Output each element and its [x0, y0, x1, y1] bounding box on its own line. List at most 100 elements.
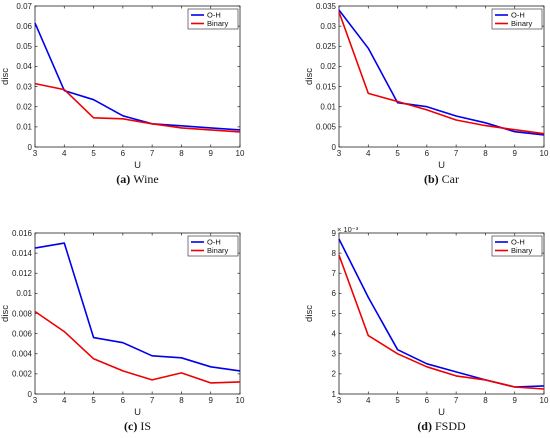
- y-tick-label: 0.03: [16, 82, 32, 91]
- x-tick-label: 7: [150, 396, 155, 405]
- x-tick-label: 9: [512, 149, 517, 158]
- x-tick-label: 7: [454, 149, 459, 158]
- y-tick-label: 0.016: [12, 229, 33, 238]
- caption-label: (b): [424, 172, 442, 186]
- x-tick-label: 9: [512, 396, 517, 405]
- y-tick-label: 0.01: [320, 103, 336, 112]
- caption-text: Car: [442, 172, 459, 186]
- plot-area: [34, 5, 241, 148]
- x-axis-label: U: [438, 160, 445, 171]
- x-axis-label: U: [134, 407, 141, 418]
- y-tick-label: 0.04: [16, 62, 32, 71]
- y-tick-label: 3: [332, 350, 337, 359]
- series-line-binary: [338, 11, 545, 135]
- y-axis-label: disc: [304, 68, 315, 85]
- plot-area: [338, 232, 545, 395]
- x-tick-label: 4: [62, 396, 67, 405]
- x-tick-label: 10: [540, 149, 549, 158]
- series-line-binary: [34, 82, 241, 133]
- caption-text: Wine: [133, 172, 159, 186]
- legend-label: O-H: [511, 11, 525, 20]
- y-tick-label: 0.02: [16, 103, 32, 112]
- y-tick-label: 0.06: [16, 22, 32, 31]
- y-tick-label: 0.006: [12, 329, 33, 338]
- x-tick-label: 8: [179, 149, 184, 158]
- series-line-o-h: [34, 22, 241, 131]
- y-tick-label: 0.002: [12, 370, 33, 379]
- x-tick-label: 3: [33, 396, 38, 405]
- y-tick-label: 7: [332, 269, 337, 278]
- y-tick-label: 0.014: [12, 249, 33, 258]
- x-tick-label: 6: [121, 396, 126, 405]
- series-line-binary: [338, 254, 545, 390]
- x-tick-label: 5: [91, 149, 96, 158]
- x-tick-label: 6: [121, 149, 126, 158]
- y-tick-label: 6: [332, 289, 337, 298]
- y-tick-label: 0.025: [316, 42, 337, 51]
- series-line-o-h: [338, 9, 545, 136]
- caption-label: (d): [417, 419, 435, 433]
- x-tick-label: 3: [337, 149, 342, 158]
- y-axis-label: disc: [0, 305, 11, 322]
- y-tick-label: 0.03: [320, 22, 336, 31]
- legend-label: Binary: [207, 19, 229, 28]
- x-tick-label: 6: [425, 396, 430, 405]
- caption-text: IS: [140, 419, 151, 433]
- y-tick-label: 1: [332, 390, 337, 399]
- y-axis-label: disc: [0, 68, 11, 85]
- x-tick-label: 8: [179, 396, 184, 405]
- legend-label: O-H: [207, 238, 221, 247]
- y-tick-label: 0.01: [16, 123, 32, 132]
- x-tick-label: 9: [208, 396, 213, 405]
- x-axis-label: U: [438, 407, 445, 418]
- y-tick-label: 0.012: [12, 269, 33, 278]
- series-line-o-h: [34, 242, 241, 372]
- legend-label: O-H: [511, 238, 525, 247]
- plot-area: [34, 232, 241, 395]
- chart-panel-1: 3 4 5 6 7 8 9 10 0 0.01 0.02 0.03 0.04 0.05 0.06 0.07 Ud…: [0, 2, 245, 186]
- y-tick-label: 8: [332, 249, 337, 258]
- y-tick-label: 0.05: [16, 42, 32, 51]
- x-tick-label: 6: [425, 149, 430, 158]
- x-tick-label: 3: [33, 149, 38, 158]
- x-tick-label: 7: [150, 149, 155, 158]
- y-tick-label: 0.035: [316, 2, 337, 11]
- x-tick-label: 8: [483, 396, 488, 405]
- x-axis-label: U: [134, 160, 141, 171]
- y-tick-label: 0.004: [12, 350, 33, 359]
- chart-panel-3: 3 4 5 6 7 8 9 10 0 0.002 0.004 0.006 0.008 0.01 0.012 0…: [0, 229, 245, 433]
- x-tick-label: 4: [366, 149, 371, 158]
- x-tick-label: 5: [395, 149, 400, 158]
- x-tick-label: 10: [540, 396, 549, 405]
- series-line-binary: [34, 310, 241, 384]
- x-tick-label: 8: [483, 149, 488, 158]
- y-exponent-label: × 10⁻³: [337, 225, 359, 234]
- x-tick-label: 4: [62, 149, 67, 158]
- x-tick-label: 5: [395, 396, 400, 405]
- y-tick-label: 0.01: [16, 289, 32, 298]
- caption-label: (c): [124, 419, 140, 433]
- figure-caption: (b) Car: [424, 172, 459, 186]
- x-tick-label: 5: [91, 396, 96, 405]
- x-tick-label: 9: [208, 149, 213, 158]
- y-tick-label: 0.015: [316, 82, 337, 91]
- chart-panel-2: 3 4 5 6 7 8 9 10 0 0.005 0.01 0.015 0.02 0.025 0.03 0.0…: [304, 2, 549, 186]
- x-tick-label: 10: [236, 396, 245, 405]
- y-axis-label: disc: [304, 305, 315, 322]
- y-tick-label: 4: [332, 329, 337, 338]
- legend-label: Binary: [511, 19, 533, 28]
- x-tick-label: 7: [454, 396, 459, 405]
- y-tick-label: 0.07: [16, 2, 32, 11]
- legend-label: Binary: [207, 246, 229, 255]
- y-tick-label: 0: [28, 390, 33, 399]
- y-tick-label: 0: [332, 143, 337, 152]
- y-tick-label: 2: [332, 370, 337, 379]
- figure-caption: (a) Wine: [116, 172, 159, 186]
- caption-text: FSDD: [435, 419, 466, 433]
